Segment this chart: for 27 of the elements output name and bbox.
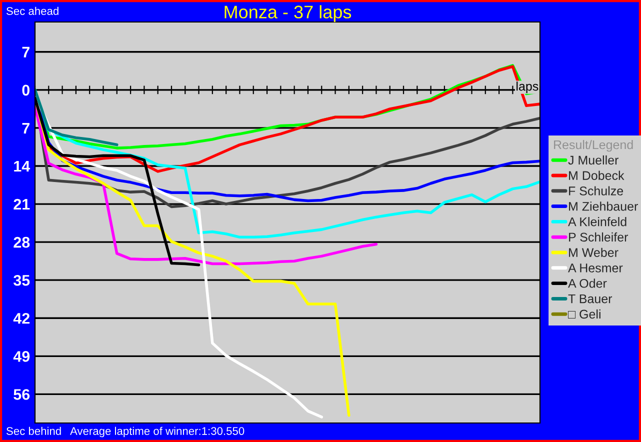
y-tick-label: 49 xyxy=(13,351,30,362)
y-tick-label: 7 xyxy=(22,46,30,58)
legend-title: Result/Legend xyxy=(554,140,633,152)
legend-label: A Hesmer xyxy=(568,264,623,272)
y-tick-label: 14 xyxy=(14,161,30,172)
legend-label: M Dobeck xyxy=(569,170,624,180)
legend-label: M Ziehbauer xyxy=(569,202,638,211)
legend-label: F Schulze xyxy=(569,186,624,196)
legend-label: A Kleinfeld xyxy=(568,217,626,226)
y-tick-label: 21 xyxy=(14,198,30,210)
y-tick-label: 7 xyxy=(22,122,30,134)
x-axis-title: laps xyxy=(516,82,538,94)
y-tick-label: 56 xyxy=(14,389,30,400)
text: Sec behind xyxy=(6,426,61,435)
legend-label: J Mueller xyxy=(568,155,618,165)
text: Average laptime of winner:1:30.550 xyxy=(70,426,244,438)
legend-label: T Bauer xyxy=(568,294,612,304)
y-tick-label: 35 xyxy=(14,274,30,286)
y-tick-label: 28 xyxy=(14,236,30,248)
y-tick-label: 42 xyxy=(13,313,30,324)
legend-label: A Oder xyxy=(568,278,607,288)
legend-label: □ Geli xyxy=(568,309,600,319)
y-tick-label: 0 xyxy=(22,84,30,96)
legend-label: P Schleifer xyxy=(569,232,628,242)
legend-label: M Weber xyxy=(569,248,618,257)
y-axis-title: Sec ahead xyxy=(6,6,58,15)
chart-title: Monza - 37 laps xyxy=(224,5,352,22)
